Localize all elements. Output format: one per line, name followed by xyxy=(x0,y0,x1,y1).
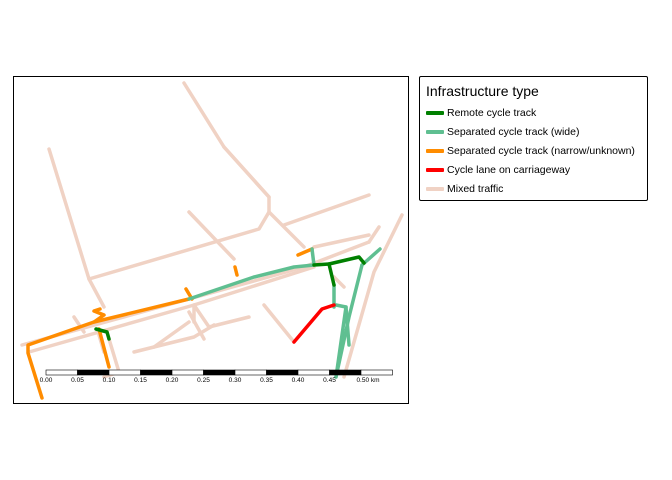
track-segment xyxy=(296,247,314,257)
scale-bar-segment xyxy=(360,369,393,376)
cycle-lane-layer xyxy=(292,303,336,344)
road-segment xyxy=(222,145,271,199)
scale-bar-segment xyxy=(297,369,330,376)
road-segment xyxy=(192,303,251,329)
legend-swatch xyxy=(426,149,444,153)
track-segment xyxy=(187,263,316,301)
scale-label: 0.00 xyxy=(40,377,53,384)
scale-bar-segment xyxy=(77,369,110,376)
legend-swatch xyxy=(426,130,444,134)
scale-label: 0.40 xyxy=(292,377,305,384)
scale-bar-segment xyxy=(234,369,267,376)
scale-bar-segment xyxy=(45,369,78,376)
map-panel: 0.00 0.05 0.10 0.15 0.20 0.25 0.30 0.35 … xyxy=(13,76,409,404)
scale-bar-segment xyxy=(266,369,299,376)
track-segment xyxy=(327,255,366,266)
scale-bar-segment xyxy=(140,369,173,376)
legend-label: Mixed traffic xyxy=(447,183,504,195)
scale-label: 0.05 xyxy=(71,377,84,384)
track-segment xyxy=(310,247,316,267)
legend-swatch xyxy=(426,111,444,115)
legend-item-separated-narrow: Separated cycle track (narrow/unknown) xyxy=(426,143,635,159)
road-segment xyxy=(332,275,346,289)
road-segment xyxy=(72,315,86,334)
scale-label: 0.30 xyxy=(229,377,242,384)
legend-item-cycle-lane: Cycle lane on carriageway xyxy=(426,162,570,178)
track-segment xyxy=(312,262,336,287)
scale-bar-segment xyxy=(171,369,204,376)
legend-item-remote-cycle-track: Remote cycle track xyxy=(426,105,536,121)
road-segment xyxy=(282,193,371,227)
road-segment xyxy=(47,147,106,309)
scale-bar-segment xyxy=(203,369,236,376)
legend-item-mixed-traffic: Mixed traffic xyxy=(426,181,503,197)
legend-swatch xyxy=(426,187,444,191)
road-segment xyxy=(152,320,191,349)
road-segment xyxy=(20,240,371,347)
road-segment xyxy=(367,225,381,244)
legend: Infrastructure type Remote cycle track S… xyxy=(419,76,648,201)
scale-bar: 0.00 0.05 0.10 0.15 0.20 0.25 0.30 0.35 … xyxy=(40,369,393,384)
scale-bar-segment xyxy=(108,369,141,376)
legend-label: Remote cycle track xyxy=(447,107,537,119)
track-segment xyxy=(92,307,106,324)
scale-label: 0.15 xyxy=(134,377,147,384)
legend-item-separated-wide: Separated cycle track (wide) xyxy=(426,124,579,140)
network-map: 0.00 0.05 0.10 0.15 0.20 0.25 0.30 0.35 … xyxy=(20,81,404,400)
lane-segment xyxy=(292,303,336,344)
legend-title: Infrastructure type xyxy=(426,83,539,99)
scale-label: 0.35 xyxy=(260,377,273,384)
track-segment xyxy=(334,263,364,379)
road-segment xyxy=(342,213,404,379)
road-segment xyxy=(187,210,236,261)
remote-track-layer xyxy=(94,255,366,341)
scale-label: 0.20 xyxy=(166,377,179,384)
track-segment xyxy=(94,327,111,341)
scale-label: 0.45 xyxy=(323,377,336,384)
scale-label: 0.25 xyxy=(197,377,210,384)
scale-bar-segment xyxy=(329,369,362,376)
legend-label: Cycle lane on carriageway xyxy=(447,164,571,176)
scale-label: 0.50 km xyxy=(356,377,379,384)
road-segment xyxy=(262,303,296,344)
legend-label: Separated cycle track (wide) xyxy=(447,126,580,138)
road-segment xyxy=(312,233,371,249)
wide-track-layer xyxy=(187,247,382,379)
legend-label: Separated cycle track (narrow/unknown) xyxy=(447,145,635,157)
track-segment xyxy=(26,297,191,400)
scale-label: 0.10 xyxy=(103,377,116,384)
track-segment xyxy=(233,265,239,277)
road-segment xyxy=(27,265,316,354)
road-segment xyxy=(87,210,271,281)
legend-swatch xyxy=(426,168,444,172)
track-segment xyxy=(97,327,111,369)
road-segment xyxy=(182,81,306,249)
